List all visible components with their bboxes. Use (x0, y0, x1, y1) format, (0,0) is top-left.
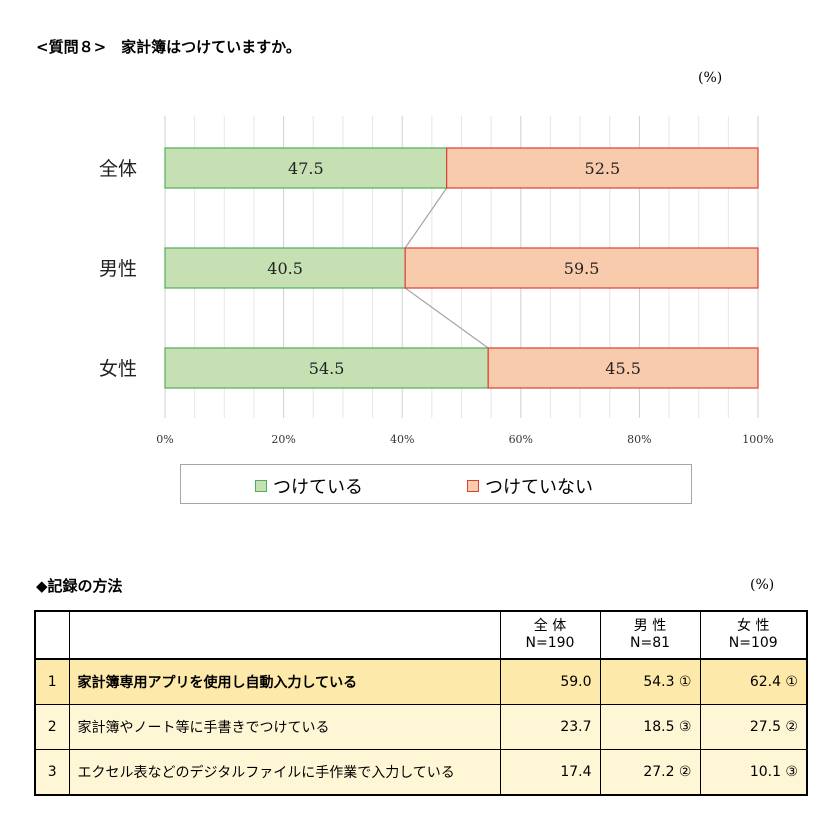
x-tick-label: 0% (156, 433, 173, 446)
row-value-male: 18.5 ③ (599, 704, 701, 750)
row-label: 家計簿専用アプリを使用し自動入力している (68, 658, 501, 705)
header-male: 男 性 N=81 (599, 610, 701, 660)
row-value-female: 27.5 ② (699, 704, 808, 750)
bar-segment (446, 147, 759, 189)
row-number: 1 (34, 658, 70, 705)
header-no-cell (34, 610, 70, 660)
legend-item-series-0: つけている (255, 473, 363, 499)
data-label: 47.5 (288, 159, 324, 178)
header-label-cell (68, 610, 501, 660)
row-number: 2 (34, 704, 70, 750)
row-value-female: 10.1 ③ (699, 749, 808, 796)
table-title: ◆記録の方法 (36, 577, 123, 595)
row-value-total: 23.7 (499, 704, 601, 750)
data-label: 59.5 (564, 259, 600, 278)
header-female: 女 性 N=109 (699, 610, 808, 660)
stacked-bar-chart: 0% 20% 40% 60% 80% 100% 47.5 52.5 全体 40.5 59.5 男性 54… (99, 116, 774, 446)
category-label: 女性 (99, 358, 137, 380)
chart-legend: つけている つけていない (180, 464, 692, 504)
category-label: 男性 (99, 258, 137, 280)
table-row: 2 家計簿やノート等に手書きでつけている 23.7 18.5 ③ 27.5 ② (34, 704, 808, 750)
row-value-total: 17.4 (499, 749, 601, 796)
row-value-male: 54.3 ① (599, 658, 701, 705)
table-header-row: 全 体 N=190 男 性 N=81 女 性 N=109 (34, 610, 808, 660)
data-label: 40.5 (267, 259, 303, 278)
data-label: 54.5 (309, 359, 345, 378)
row-label: エクセル表などのデジタルファイルに手作業で入力している (68, 749, 501, 796)
row-value-total: 59.0 (499, 658, 601, 705)
row-value-male: 27.2 ② (599, 749, 701, 796)
row-value-female: 62.4 ① (699, 658, 808, 705)
x-tick-label: 100% (742, 433, 773, 446)
header-total: 全 体 N=190 (499, 610, 601, 660)
data-label: 52.5 (585, 159, 621, 178)
legend-item-series-1: つけていない (467, 473, 593, 499)
x-tick-label: 20% (271, 433, 295, 446)
x-tick-label: 80% (627, 433, 651, 446)
header-n: N=109 (728, 635, 778, 651)
legend-label: つけていない (485, 477, 593, 498)
header-n: N=81 (629, 635, 671, 651)
header-name: 男 性 (633, 618, 667, 634)
legend-swatch-red (467, 480, 479, 492)
table-unit-label: (%) (750, 577, 775, 593)
row-number: 3 (34, 749, 70, 796)
x-tick-label: 60% (509, 433, 533, 446)
bar-segment (487, 347, 759, 389)
page-title: <質問８> 家計簿はつけていますか。 (36, 38, 301, 56)
x-tick-label: 40% (390, 433, 414, 446)
recording-method-table: 全 体 N=190 男 性 N=81 女 性 N=109 1 家計簿専用アプリを… (34, 610, 808, 796)
legend-label: つけている (273, 477, 363, 498)
series-line (404, 187, 448, 249)
row-label: 家計簿やノート等に手書きでつけている (68, 704, 501, 750)
data-label: 45.5 (605, 359, 641, 378)
header-name: 全 体 (533, 618, 567, 634)
bar-segment (404, 247, 759, 289)
header-n: N=190 (525, 635, 575, 651)
series-line (404, 287, 489, 349)
chart-unit-label: (%) (698, 70, 723, 86)
bar-segment (164, 147, 448, 189)
table-row: 1 家計簿専用アプリを使用し自動入力している 59.0 54.3 ① 62.4 … (34, 658, 808, 705)
legend-swatch-green (255, 480, 267, 492)
bar-segment (164, 347, 489, 389)
header-name: 女 性 (737, 618, 770, 634)
category-label: 全体 (99, 158, 137, 180)
table-row: 3 エクセル表などのデジタルファイルに手作業で入力している 17.4 27.2 … (34, 749, 808, 796)
